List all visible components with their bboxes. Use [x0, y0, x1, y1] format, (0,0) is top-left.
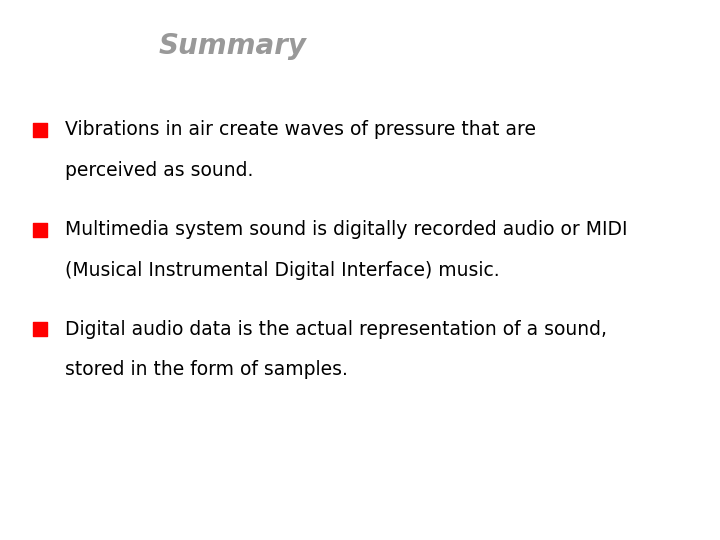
Text: Vibrations in air create waves of pressure that are: Vibrations in air create waves of pressu…	[65, 120, 536, 139]
Text: Multimedia system sound is digitally recorded audio or MIDI: Multimedia system sound is digitally rec…	[65, 220, 627, 239]
Point	[34, 125, 45, 134]
Point	[34, 225, 45, 234]
Text: Digital audio data is the actual representation of a sound,: Digital audio data is the actual represe…	[65, 320, 607, 339]
Text: (Musical Instrumental Digital Interface) music.: (Musical Instrumental Digital Interface)…	[65, 260, 500, 280]
Text: Summary: Summary	[158, 32, 307, 60]
Point	[34, 325, 45, 334]
Text: perceived as sound.: perceived as sound.	[65, 160, 253, 180]
Text: stored in the form of samples.: stored in the form of samples.	[65, 360, 348, 380]
